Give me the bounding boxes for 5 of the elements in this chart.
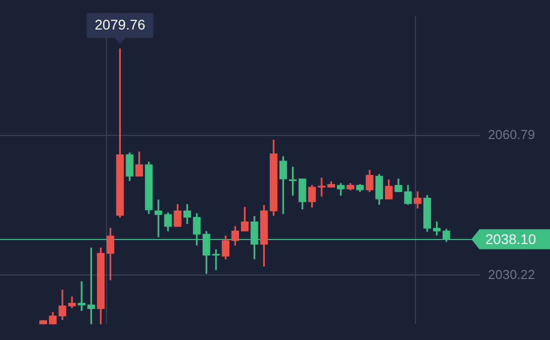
y-tick-label: 2060.79 xyxy=(488,127,535,142)
candlestick xyxy=(39,320,48,324)
ref-line-label: 2038.10 xyxy=(485,231,536,248)
annotation: 2079.76 xyxy=(94,16,146,33)
y-tick-label: 2030.22 xyxy=(488,266,535,282)
